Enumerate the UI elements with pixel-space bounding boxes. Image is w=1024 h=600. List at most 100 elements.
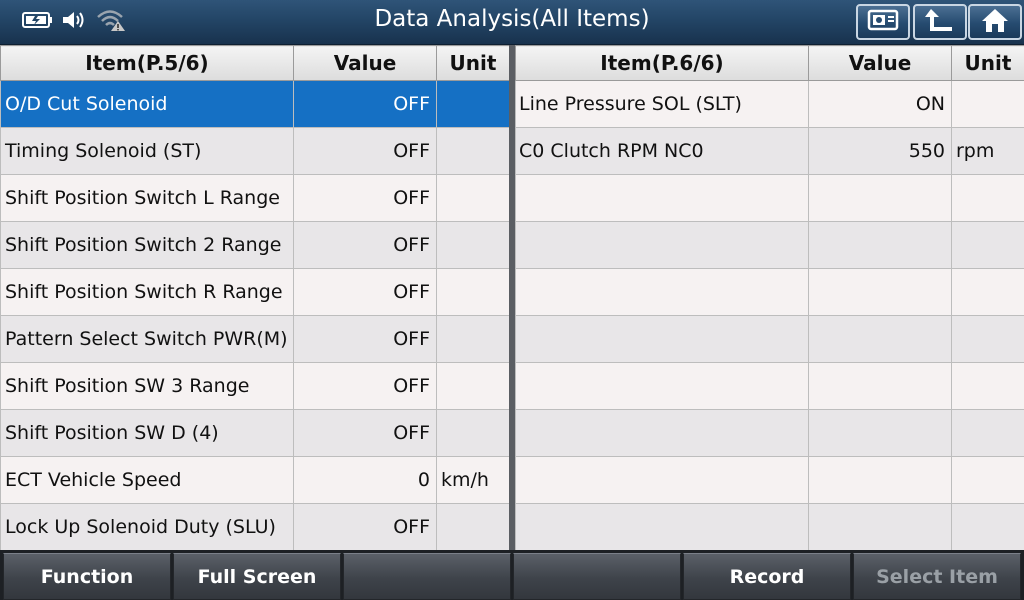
panel-divider: [509, 45, 515, 550]
table-row[interactable]: Line Pressure SOL (SLT) ON: [515, 80, 1024, 128]
item-value: OFF: [293, 221, 437, 269]
item-value: 550: [808, 127, 952, 175]
function-button[interactable]: Function: [3, 553, 171, 600]
column-header-unit[interactable]: Unit: [436, 45, 510, 81]
item-unit: [436, 268, 510, 316]
item-unit: [436, 221, 510, 269]
column-header-item[interactable]: Item(P.6/6): [515, 45, 809, 81]
table-row[interactable]: Shift Position Switch 2 Range OFF: [0, 221, 510, 269]
bottom-toolbar: Function Full Screen Record Select Item: [0, 550, 1024, 600]
table-row[interactable]: Pattern Select Switch PWR(M) OFF: [0, 315, 510, 363]
back-button[interactable]: [913, 4, 967, 40]
page-title: Data Analysis(All Items): [374, 6, 650, 32]
home-button[interactable]: [968, 4, 1022, 40]
column-header-item[interactable]: Item(P.5/6): [0, 45, 294, 81]
item-name: Shift Position Switch 2 Range: [0, 221, 294, 269]
empty-toolbar-button-1[interactable]: [343, 553, 511, 600]
item-unit: [436, 362, 510, 410]
item-name: C0 Clutch RPM NC0: [515, 127, 809, 175]
item-value: ON: [808, 80, 952, 128]
item-name: Timing Solenoid (ST): [0, 127, 294, 175]
item-name: Pattern Select Switch PWR(M): [0, 315, 294, 363]
table-row[interactable]: Timing Solenoid (ST) OFF: [0, 127, 510, 175]
item-value: [808, 456, 952, 504]
item-value: OFF: [293, 409, 437, 457]
table-row[interactable]: C0 Clutch RPM NC0 550 rpm: [515, 127, 1024, 175]
item-name: [515, 409, 809, 457]
table-header-row: Item(P.6/6) Value Unit: [515, 45, 1024, 81]
item-value: OFF: [293, 503, 437, 551]
wifi-warning-icon: [96, 8, 126, 36]
item-name: Line Pressure SOL (SLT): [515, 80, 809, 128]
item-unit: [436, 409, 510, 457]
item-name: ECT Vehicle Speed: [0, 456, 294, 504]
item-unit: [951, 503, 1024, 551]
home-icon: [980, 7, 1010, 37]
table-row[interactable]: Lock Up Solenoid Duty (SLU) OFF: [0, 503, 510, 551]
column-header-unit[interactable]: Unit: [951, 45, 1024, 81]
table-row[interactable]: Shift Position SW D (4) OFF: [0, 409, 510, 457]
item-name: [515, 362, 809, 410]
select-item-button[interactable]: Select Item: [853, 553, 1021, 600]
table-row[interactable]: [515, 174, 1024, 222]
item-value: OFF: [293, 268, 437, 316]
column-header-value[interactable]: Value: [808, 45, 952, 81]
table-row[interactable]: Shift Position Switch L Range OFF: [0, 174, 510, 222]
table-row[interactable]: [515, 315, 1024, 363]
left-data-panel: Item(P.5/6) Value Unit O/D Cut Solenoid …: [0, 45, 510, 551]
item-value: OFF: [293, 174, 437, 222]
table-row[interactable]: [515, 503, 1024, 551]
item-value: [808, 268, 952, 316]
table-row[interactable]: [515, 362, 1024, 410]
empty-toolbar-button-2[interactable]: [513, 553, 681, 600]
table-row[interactable]: O/D Cut Solenoid OFF: [0, 80, 510, 128]
item-value: [808, 315, 952, 363]
item-unit: [951, 456, 1024, 504]
item-name: Shift Position SW D (4): [0, 409, 294, 457]
item-unit: [436, 315, 510, 363]
item-value: [808, 409, 952, 457]
table-header-row: Item(P.5/6) Value Unit: [0, 45, 510, 81]
item-unit: [436, 80, 510, 128]
record-button[interactable]: Record: [683, 553, 851, 600]
item-value: OFF: [293, 315, 437, 363]
item-name: Shift Position Switch L Range: [0, 174, 294, 222]
table-row[interactable]: Shift Position SW 3 Range OFF: [0, 362, 510, 410]
item-value: OFF: [293, 362, 437, 410]
column-header-value[interactable]: Value: [293, 45, 437, 81]
full-screen-button[interactable]: Full Screen: [173, 553, 341, 600]
item-unit: [951, 80, 1024, 128]
item-unit: [436, 503, 510, 551]
table-row[interactable]: [515, 221, 1024, 269]
item-unit: [951, 409, 1024, 457]
item-unit: km/h: [436, 456, 510, 504]
title-bar: Data Analysis(All Items): [0, 0, 1024, 45]
left-data-table: Item(P.5/6) Value Unit O/D Cut Solenoid …: [0, 45, 510, 551]
right-data-table: Item(P.6/6) Value Unit Line Pressure SOL…: [515, 45, 1024, 551]
item-value: [808, 221, 952, 269]
screenshot-button[interactable]: [856, 4, 910, 40]
item-name: Shift Position Switch R Range: [0, 268, 294, 316]
item-name: [515, 174, 809, 222]
status-icons: [22, 9, 133, 35]
item-value: OFF: [293, 80, 437, 128]
item-name: [515, 503, 809, 551]
table-row[interactable]: ECT Vehicle Speed 0 km/h: [0, 456, 510, 504]
item-name: [515, 221, 809, 269]
item-name: [515, 456, 809, 504]
back-arrow-icon: [925, 7, 955, 37]
item-unit: [951, 268, 1024, 316]
item-unit: [436, 127, 510, 175]
right-data-panel: Item(P.6/6) Value Unit Line Pressure SOL…: [515, 45, 1024, 551]
item-unit: rpm: [951, 127, 1024, 175]
table-row[interactable]: [515, 456, 1024, 504]
table-row[interactable]: Shift Position Switch R Range OFF: [0, 268, 510, 316]
item-name: [515, 268, 809, 316]
battery-icon: [22, 11, 54, 33]
table-row[interactable]: [515, 268, 1024, 316]
screenshot-icon: [867, 8, 899, 36]
table-row[interactable]: [515, 409, 1024, 457]
item-unit: [951, 221, 1024, 269]
item-value: [808, 174, 952, 222]
item-name: [515, 315, 809, 363]
